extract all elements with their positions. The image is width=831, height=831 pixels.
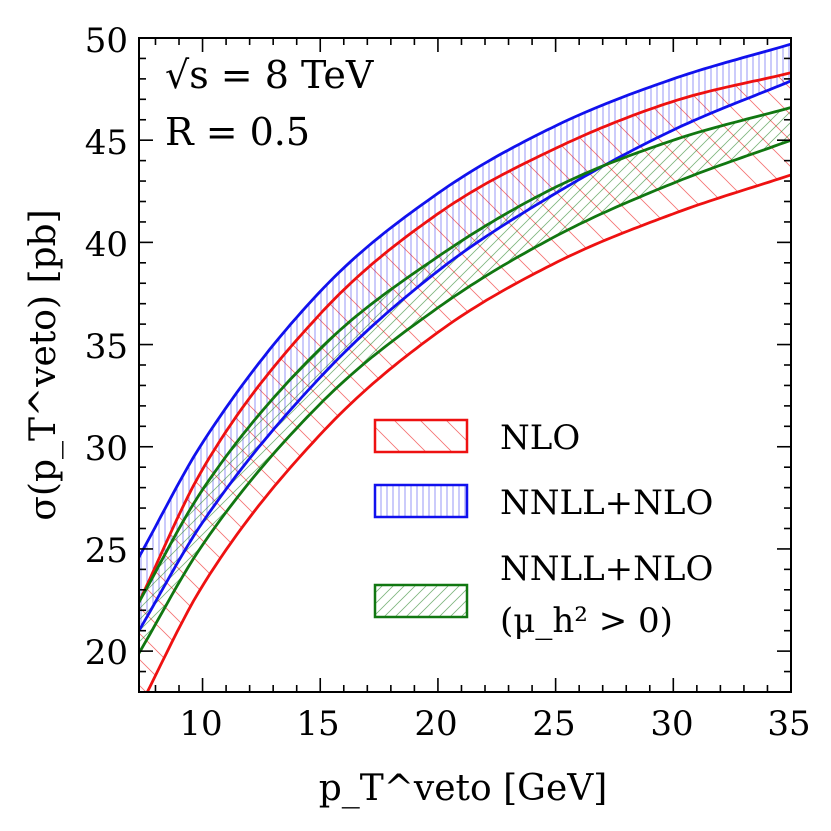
band-nlo	[139, 72, 791, 692]
axes	[138, 37, 792, 693]
x-tick-label: 25	[532, 704, 575, 744]
y-tick-label: 20	[85, 633, 128, 673]
y-tick-label: 35	[85, 327, 128, 367]
legend-label-nnll-nlo: NNLL+NLO	[500, 483, 713, 523]
x-tick-labels: 10 15 20 25 30 35	[179, 704, 810, 744]
y-tick-labels: 20 25 30 35 40 45 50	[85, 21, 128, 673]
y-tick-label: 25	[85, 531, 128, 571]
plot-area	[139, 42, 791, 692]
line-nnll-nlo-lower	[139, 79, 791, 632]
x-tick-label: 15	[296, 704, 339, 744]
y-tick-label: 40	[85, 225, 128, 265]
legend-swatch-nnll-nlo-muh	[373, 583, 469, 619]
line-nlo-upper	[139, 71, 791, 603]
line-nnll-nlo-upper	[139, 42, 791, 558]
y-tick-label: 30	[85, 429, 128, 469]
x-tick-label: 30	[650, 704, 693, 744]
y-axis-title: σ(p_T^veto) [pb]	[23, 209, 64, 520]
band-nnll-nlo	[139, 44, 791, 631]
y-tick-label: 45	[85, 123, 128, 163]
annotation-radius: R = 0.5	[165, 110, 310, 154]
legend-label-nnll-nlo-muh-line2: (μ_h² > 0)	[500, 601, 673, 641]
x-axis-title: p_T^veto [GeV]	[319, 768, 608, 809]
legend-label-nnll-nlo-muh-line1: NNLL+NLO	[500, 549, 713, 589]
line-nnll-nlo-muh-upper	[139, 106, 791, 603]
y-tick-label: 50	[85, 21, 128, 61]
legend-swatch-nlo	[373, 418, 469, 454]
x-tick-label: 20	[414, 704, 457, 744]
x-tick-label: 35	[767, 704, 810, 744]
annotation-energy: √s = 8 TeV	[165, 53, 374, 97]
legend: NLO NNLL+NLO NNLL+NLO (μ_h² > 0)	[373, 418, 713, 641]
line-nnll-nlo-muh-lower	[139, 138, 791, 654]
x-tick-label: 10	[179, 704, 222, 744]
legend-swatch-nnll-nlo	[373, 483, 469, 519]
legend-label-nlo: NLO	[500, 418, 580, 458]
line-nlo-lower	[145, 173, 791, 692]
